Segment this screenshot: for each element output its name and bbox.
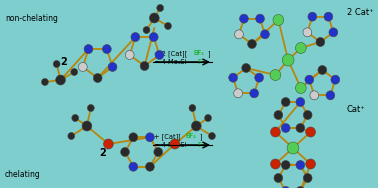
- Circle shape: [282, 54, 294, 66]
- Circle shape: [149, 13, 159, 23]
- Circle shape: [305, 75, 314, 84]
- Text: 2 Cat⁺: 2 Cat⁺: [347, 8, 373, 17]
- Circle shape: [306, 127, 316, 137]
- Circle shape: [121, 148, 129, 156]
- Circle shape: [270, 70, 281, 80]
- Text: F: F: [197, 142, 201, 148]
- Circle shape: [308, 12, 317, 21]
- Circle shape: [303, 174, 312, 183]
- Circle shape: [281, 98, 290, 107]
- Circle shape: [271, 159, 280, 169]
- Circle shape: [146, 162, 154, 171]
- Circle shape: [281, 186, 290, 188]
- Circle shape: [281, 124, 290, 133]
- Circle shape: [235, 30, 243, 39]
- Circle shape: [310, 91, 319, 100]
- Text: F: F: [197, 59, 201, 65]
- Circle shape: [256, 14, 265, 23]
- Circle shape: [204, 114, 211, 121]
- Circle shape: [329, 28, 338, 37]
- Circle shape: [56, 75, 65, 85]
- Text: ]: ]: [207, 50, 210, 57]
- Circle shape: [125, 50, 134, 59]
- Circle shape: [271, 127, 280, 137]
- Circle shape: [53, 61, 60, 67]
- Circle shape: [242, 64, 251, 73]
- Circle shape: [306, 159, 316, 169]
- Circle shape: [296, 161, 305, 170]
- Text: + 2 [Cat][: + 2 [Cat][: [154, 50, 187, 57]
- Circle shape: [78, 62, 87, 71]
- Circle shape: [260, 30, 270, 39]
- Circle shape: [164, 23, 171, 30]
- Circle shape: [93, 74, 102, 83]
- Circle shape: [296, 124, 305, 133]
- Circle shape: [155, 50, 164, 59]
- Circle shape: [250, 89, 259, 98]
- Circle shape: [87, 105, 94, 111]
- Circle shape: [157, 5, 164, 11]
- Circle shape: [274, 111, 283, 120]
- Circle shape: [318, 65, 327, 74]
- Text: BF₄: BF₄: [194, 50, 204, 56]
- Circle shape: [108, 62, 117, 71]
- Circle shape: [140, 61, 149, 70]
- Circle shape: [143, 27, 150, 33]
- Circle shape: [281, 161, 290, 170]
- Text: + [Cat][: + [Cat][: [154, 133, 181, 140]
- Circle shape: [296, 42, 306, 54]
- Text: chelating: chelating: [5, 170, 40, 179]
- Circle shape: [229, 73, 237, 82]
- Circle shape: [303, 111, 312, 120]
- Circle shape: [274, 174, 283, 183]
- Text: − 4 Me₃Si: − 4 Me₃Si: [154, 59, 187, 65]
- Circle shape: [296, 98, 305, 107]
- Circle shape: [326, 91, 335, 100]
- Circle shape: [287, 142, 299, 154]
- Circle shape: [248, 39, 256, 49]
- Text: 2: 2: [60, 57, 67, 67]
- Circle shape: [189, 105, 196, 111]
- Text: ]: ]: [199, 133, 202, 140]
- Circle shape: [234, 89, 243, 98]
- Circle shape: [84, 45, 93, 54]
- Circle shape: [71, 68, 77, 76]
- Circle shape: [191, 121, 201, 131]
- Circle shape: [209, 133, 215, 139]
- Text: 2: 2: [100, 148, 106, 158]
- Circle shape: [324, 12, 333, 21]
- Circle shape: [331, 75, 340, 84]
- Circle shape: [170, 139, 180, 149]
- Text: − 4 Me₃Si: − 4 Me₃Si: [154, 142, 187, 148]
- Circle shape: [316, 37, 325, 46]
- Circle shape: [129, 133, 138, 142]
- Circle shape: [131, 33, 140, 42]
- Circle shape: [255, 73, 263, 82]
- Circle shape: [296, 83, 306, 93]
- Circle shape: [102, 45, 111, 54]
- Circle shape: [273, 14, 284, 26]
- Circle shape: [129, 162, 138, 171]
- Circle shape: [82, 121, 92, 131]
- Text: BF₄: BF₄: [186, 133, 196, 139]
- Circle shape: [104, 139, 113, 149]
- Circle shape: [68, 133, 75, 139]
- Circle shape: [72, 114, 79, 121]
- Circle shape: [154, 148, 163, 156]
- Circle shape: [296, 186, 305, 188]
- Circle shape: [303, 28, 312, 37]
- Circle shape: [146, 133, 154, 142]
- Text: non-chelating: non-chelating: [5, 14, 58, 23]
- Circle shape: [240, 14, 248, 23]
- Circle shape: [149, 33, 158, 42]
- Text: Cat⁺: Cat⁺: [347, 105, 366, 114]
- Circle shape: [42, 79, 48, 86]
